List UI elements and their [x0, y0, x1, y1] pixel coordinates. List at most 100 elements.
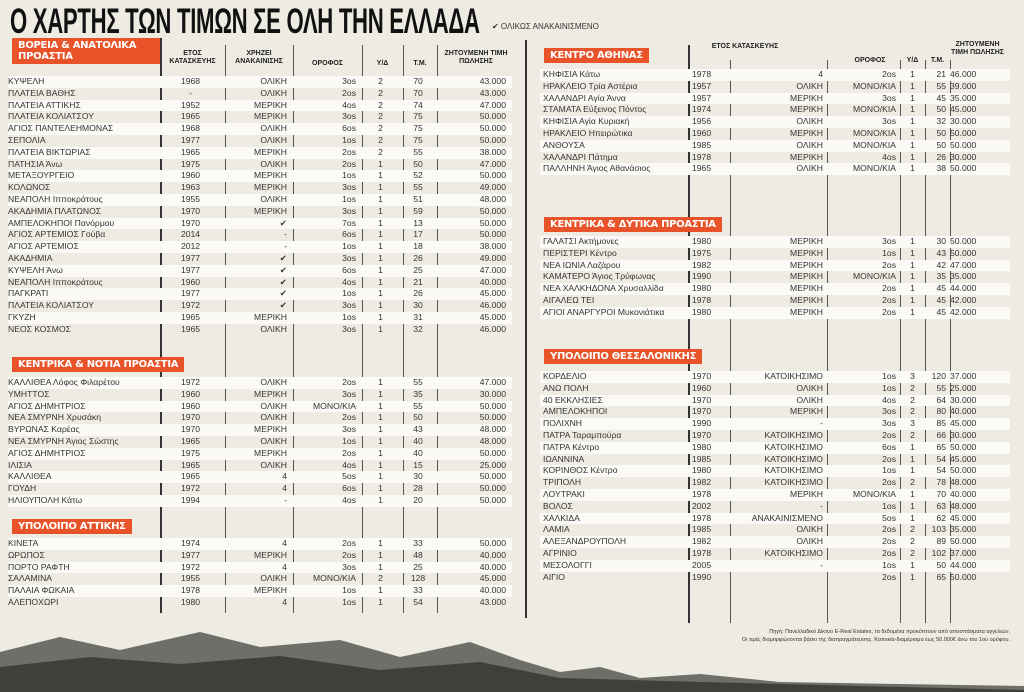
footnote-line: Πηγή: Πανελλαδικό Δίκτυο E-Real Estates,…	[769, 629, 1010, 635]
cell-floor: 3os	[882, 406, 896, 417]
cell-price: 42.000	[950, 306, 977, 317]
cell-floor: 1os	[342, 585, 356, 596]
cell-bedrooms: 2	[910, 477, 915, 488]
section-table: ΚΗΦΙΣΙΑ Κάτω 1978 4 2os 1 21 46.000 ΗΡΑΚΛΕΙΟ Τρ…	[540, 69, 1010, 176]
cell-name: ΒΟΛΟΣ	[543, 500, 573, 511]
cell-renovation: ΜΕΡΙΚΗ	[790, 488, 823, 499]
table-row: ΛΑΜΙΑ 1985 ΟΛΙΚΗ 2os 2 103 35.000	[540, 524, 1010, 536]
cell-renovation: ΟΛΙΚΗ	[260, 323, 287, 334]
cell-bedrooms: 1	[378, 264, 383, 275]
cell-renovation: ΜΕΡΙΚΗ	[790, 151, 823, 162]
cell-bedrooms: 1	[378, 483, 383, 494]
cell-floor: 6os	[882, 441, 896, 452]
table-row: ΠΑΤΡΑ Κέντρο 1980 ΚΑΤΟΙΚΗΣΙΜΟ 6os 1 65 50.000	[540, 441, 1010, 454]
table-row: ΚΟΛΩΝΟΣ 1963 ΜΕΡΙΚΗ 3os 1 55 49.000	[8, 182, 512, 194]
cell-floor: 1os	[882, 559, 896, 570]
cell-renovation: ΟΛΙΚΗ	[796, 394, 823, 405]
cell-year: 1974	[692, 104, 712, 115]
cell-renovation: -	[284, 229, 287, 240]
cell-price: 25.000	[950, 382, 977, 393]
table-row: ΠΑΤΡΑ Ταραμπούρα 1970 ΚΑΤΟΙΚΗΣΙΜΟ 2os 2 66 30.…	[540, 430, 1010, 442]
cell-floor: 1os	[342, 288, 356, 299]
cell-sqm: 62	[936, 512, 946, 523]
cell-sqm: 40	[413, 447, 423, 458]
column-divider	[293, 45, 294, 613]
cell-bedrooms: 1	[910, 488, 915, 499]
table-row: ΠΟΡΤΟ ΡΑΦΤΗ 1972 4 3os 1 25 40.000	[8, 561, 512, 574]
table-row: ΠΛΑΤΕΙΑ ΑΤΤΙΚΗΣ 1952 ΜΕΡΙΚΗ 4os 2 74 47.000	[8, 99, 512, 112]
cell-bedrooms: 2	[378, 123, 383, 134]
cell-year: 1972	[180, 377, 201, 387]
cell-name: ΚΑΛΛΙΘΕΑ	[8, 471, 52, 482]
cell-year: 1977	[180, 264, 201, 275]
cell-name: ΩΡΩΠΟΣ	[8, 549, 45, 560]
cell-year: 1970	[180, 412, 201, 423]
cell-bedrooms: 1	[378, 241, 383, 252]
cell-sqm: 31	[413, 311, 423, 322]
cell-price: 48.000	[950, 477, 977, 488]
cell-bedrooms: 1	[378, 193, 383, 204]
cell-floor: ΜΟΝΟ/ΚΙΑ	[853, 271, 896, 282]
cell-bedrooms: 1	[378, 585, 383, 596]
cell-name: ΥΜΗΤΤΟΣ	[8, 388, 50, 399]
cell-sqm: 26	[413, 288, 423, 299]
cell-name: ΠΑΤΡΑ Κέντρο	[543, 441, 600, 452]
cell-bedrooms: 1	[378, 471, 383, 482]
cell-year: 1985	[692, 139, 712, 150]
cell-year: 1970	[180, 205, 201, 216]
table-row: ΜΕΣΟΛΟΓΓΙ 2005 - 1os 1 50 44.000	[540, 559, 1010, 572]
cell-floor: 2os	[342, 549, 356, 560]
cell-price: 47.000	[479, 264, 506, 275]
cell-renovation: ΟΛΙΚΗ	[260, 134, 287, 145]
cell-sqm: 128	[410, 573, 426, 584]
cell-year: 1960	[692, 382, 712, 393]
table-row: ΚΑΜΑΤΕΡΟ Άγιος Τρύφωνας 1990 ΜΕΡΙΚΗ ΜΟΝΟ/ΚΙ…	[540, 271, 1010, 283]
cell-renovation: ΚΑΤΟΙΚΗΣΙΜΟ	[764, 429, 823, 440]
column-divider	[900, 60, 901, 623]
cell-renovation	[730, 572, 827, 584]
cell-price: 40.000	[950, 488, 977, 499]
legend-renovated: ✔ ΟΛΙΚΩΣ ΑΝΑΚΑΙΝΙΣΜΕΝΟ	[492, 22, 599, 31]
cell-name: ΑΚΑΔΗΜΙΑ ΠΛΑΤΩΝΟΣ	[8, 205, 102, 216]
table-row: ΝΕΟΣ ΚΟΣΜΟΣ 1965 ΟΛΙΚΗ 3os 1 32 46.000	[8, 324, 512, 336]
table-row: ΠΛΑΤΕΙΑ ΒΑΘΗΣ - ΟΛΙΚΗ 2os 2 70 43.000	[8, 88, 512, 100]
header-sqm: Τ.Μ.	[413, 60, 427, 67]
cell-sqm: 15	[413, 459, 423, 470]
cell-year: 1970	[180, 424, 201, 435]
cell-name: ΚΟΛΩΝΟΣ	[8, 182, 51, 193]
cell-year: 1955	[180, 573, 201, 584]
table-row: ΚΥΨΕΛΗ Άνω 1977 ✔ 6os 1 25 47.000	[8, 264, 512, 277]
cell-sqm: 55	[413, 182, 423, 193]
cell-sqm: 45	[936, 283, 946, 294]
cell-year: 1982	[692, 477, 712, 488]
header-renovation: ΧΡΗΖΕΙ ΑΝΑΚΑΙΝΙΣΗΣ	[235, 50, 283, 65]
cell-price: 46.000	[479, 323, 506, 334]
cell-bedrooms: 1	[910, 151, 915, 162]
cell-floor: 6os	[342, 264, 356, 275]
cell-year: 1977	[180, 549, 201, 560]
cell-bedrooms: 1	[910, 116, 915, 127]
cell-name: ΧΑΛΑΝΔΡΙ Πάτημα	[543, 151, 618, 162]
header-floor: ΟΡΟΦΟΣ	[312, 60, 343, 67]
cell-renovation: ΟΛΙΚΗ	[260, 400, 287, 411]
table-row: ΑΓΙΟΣ ΑΡΤΕΜΙΟΣ 2012 - 1os 1 18 38.000	[8, 241, 512, 253]
cell-bedrooms: 1	[910, 271, 915, 282]
table-row: ΚΙΝΕΤΑ 1974 4 2os 1 33 50.000	[8, 538, 512, 550]
table-row: ΒΟΛΟΣ 2002 - 1os 1 63 48.000	[540, 501, 1010, 513]
cell-renovation: ΟΛΙΚΗ	[260, 377, 287, 387]
cell-sqm: 55	[413, 377, 423, 387]
column-divider	[225, 45, 226, 613]
table-row: ΣΑΛΑΜΙΝΑ 1955 ΟΛΙΚΗ ΜΟΝΟ/ΚΙΑ 2 128 45.000	[8, 573, 512, 585]
cell-sqm: 35	[936, 271, 946, 282]
cell-price: 50.000	[479, 471, 506, 482]
cell-name: ΝΕΑ ΙΩΝΙΑ Λαζάρου	[543, 259, 621, 270]
section-title: ΥΠΟΛΟΙΠΟ ΘΕΣΣΑΛΟΝΙΚΗΣ	[544, 349, 703, 364]
cell-bedrooms: 1	[378, 538, 383, 548]
cell-bedrooms: 1	[910, 163, 915, 174]
cell-sqm: 33	[413, 585, 423, 596]
cell-floor: 2os	[342, 377, 356, 387]
cell-sqm: 70	[413, 87, 423, 98]
cell-price: 50.000	[950, 441, 977, 452]
cell-sqm: 78	[936, 477, 946, 488]
cell-sqm: 50	[936, 139, 946, 150]
